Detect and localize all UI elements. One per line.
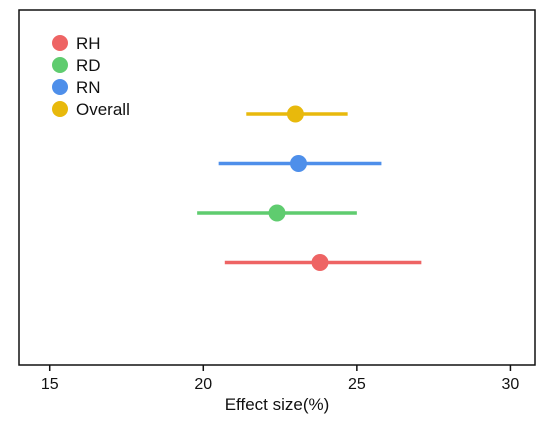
point-rn	[290, 155, 307, 172]
series-marks	[197, 105, 422, 271]
x-axis-label: Effect size(%)	[225, 395, 330, 414]
legend-label-rn: RN	[76, 78, 101, 97]
x-tick-label-2: 25	[348, 376, 366, 393]
legend-marker-rd	[52, 57, 68, 73]
x-tick-label-1: 20	[194, 376, 212, 393]
plot-frame	[18, 9, 536, 366]
x-tick-label-0: 15	[41, 376, 59, 393]
legend-marker-overall	[52, 101, 68, 117]
point-overall	[286, 105, 304, 123]
point-rd	[268, 204, 286, 222]
point-rh	[311, 254, 329, 271]
legend-label-rd: RD	[76, 56, 101, 75]
x-axis-ticks: 15 20 25 30	[41, 365, 520, 393]
legend-label-overall: Overall	[76, 100, 130, 119]
legend-marker-rn	[52, 79, 68, 95]
legend-marker-rh	[52, 35, 68, 51]
legend: RH RD RN Overall	[52, 34, 130, 119]
legend-label-rh: RH	[76, 34, 101, 53]
x-tick-label-3: 30	[502, 376, 520, 393]
